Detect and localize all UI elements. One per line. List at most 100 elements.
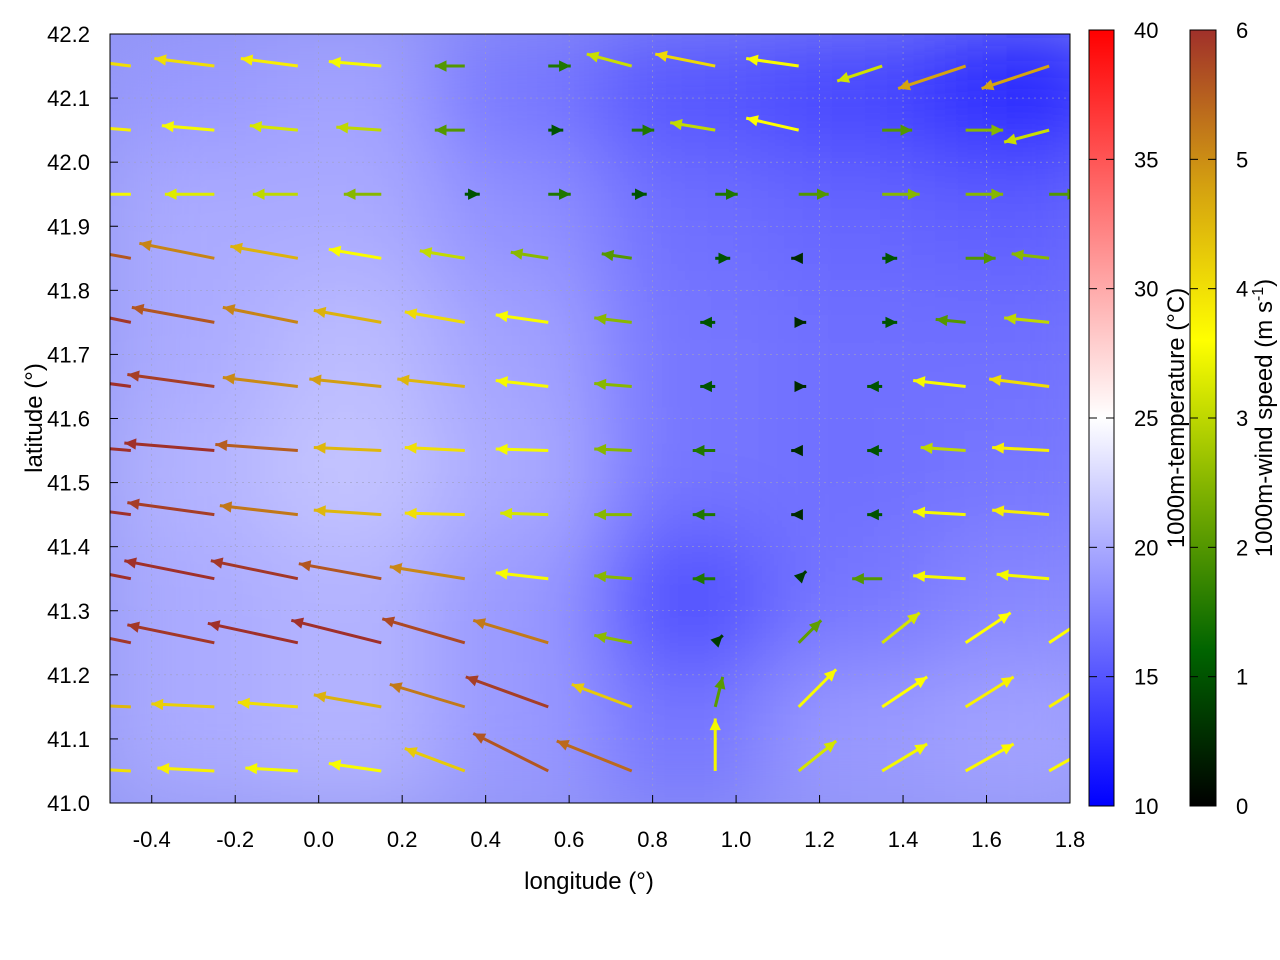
wind-arrow-shaft (290, 618, 382, 645)
wind-arrow (124, 557, 215, 581)
wind-arrow (389, 562, 466, 581)
wind-arrow (510, 248, 549, 260)
wind-arrow-head (1000, 676, 1014, 688)
wind-arrow (1048, 692, 1070, 709)
wind-arrow-shaft (210, 559, 299, 581)
wind-arrow (913, 570, 966, 583)
wind-arrow (548, 188, 571, 200)
grid (110, 34, 1070, 803)
wind-arrow (164, 188, 215, 200)
x-tick-label: 1.0 (721, 827, 752, 852)
wind-arrow (110, 316, 132, 324)
wind-arrow-head (131, 303, 145, 316)
wind-arrow-head (389, 562, 403, 575)
wind-arrow (881, 675, 929, 709)
wind-arrow-head (991, 124, 1004, 136)
wind-arrow-shaft (110, 768, 131, 773)
wind-arrow-head (559, 188, 571, 200)
wind-arrow (298, 560, 382, 581)
y-tick-label: 41.5 (47, 471, 90, 496)
wind-arrow (215, 439, 298, 453)
wind-arrow-head (867, 444, 879, 457)
wind-arrow (965, 124, 1004, 136)
wind-arrow (495, 443, 549, 456)
wind-arrow-shaft (110, 510, 132, 517)
wind-arrow-head (907, 188, 920, 200)
wind-arrow (935, 314, 966, 327)
wind-arrow (556, 739, 633, 773)
wind-arrow (495, 376, 549, 388)
wind-arrow-head (594, 313, 607, 325)
y-tick-label: 42.1 (47, 86, 90, 111)
temperature-cell (266, 536, 454, 685)
wind-arrow (964, 675, 1015, 709)
wind-arrow-head (885, 316, 898, 329)
wind-arrow-shaft (110, 704, 131, 709)
wind-arrow (601, 249, 632, 262)
wind-arrow (594, 378, 632, 391)
wind-arrow-head (700, 380, 712, 393)
wind-arrow (709, 718, 721, 771)
wind-arrow-head (434, 60, 447, 72)
wind-arrow-shaft (389, 565, 466, 581)
wind-arrow-head (210, 557, 224, 569)
wind-arrow-head (556, 740, 570, 751)
wind-arrow-shaft (110, 126, 131, 132)
wind-arrow-head (794, 316, 807, 329)
wind-arrow-head (465, 675, 479, 687)
wind-arrow (988, 374, 1050, 388)
x-tick-label: 0.0 (303, 827, 334, 852)
wind-arrow-head (692, 508, 705, 521)
wind-arrow-head (823, 669, 837, 682)
wind-arrow-head (989, 374, 1002, 387)
wind-arrow (700, 316, 716, 329)
wind-arrow-head (594, 508, 606, 521)
wind-arrow-head (127, 370, 140, 382)
wind-arrow (495, 568, 549, 581)
wind-arrow-shaft (110, 61, 132, 68)
wind-arrow-shaft (219, 504, 298, 517)
y-tick-label: 41.9 (47, 214, 90, 239)
wind-arrow (500, 507, 549, 520)
wind-arrow-head (473, 618, 487, 630)
wind-arrow-head (913, 570, 926, 583)
wind-arrow-head (157, 762, 170, 775)
wind-arrow (791, 444, 803, 457)
wind-arrow-head (746, 54, 759, 66)
wind-arrow (745, 115, 800, 132)
wind-arrow-head (1000, 743, 1014, 755)
wind-arrow-head (808, 620, 822, 633)
wind-arrow-head (74, 121, 86, 132)
temperature-cell (433, 664, 621, 803)
temperature-cell (110, 408, 287, 557)
wind-arrow-head (900, 124, 913, 136)
wind-arrow-shaft (472, 618, 549, 645)
wind-arrow (397, 374, 465, 388)
wind-arrow-head (336, 122, 349, 134)
plot-area: -0.4 -0.2 0.0 0.2 0.4 0.6 0.8 1.0 1.2 1.4 1.6 1.8 4… (21, 22, 1085, 895)
wind-arrow-head (867, 380, 879, 393)
wind-arrow-head (71, 763, 83, 774)
wind-arrow (472, 618, 549, 645)
wind-arrow-head (571, 683, 585, 694)
wind-arrow-shaft (131, 305, 215, 324)
wind-arrow (110, 382, 132, 388)
x-tick-label: 0.4 (470, 827, 501, 852)
wind-arrow-head (313, 691, 327, 703)
wind-arrow (328, 56, 382, 69)
wind-arrow-head (692, 573, 705, 585)
wind-arrow-head (642, 124, 655, 136)
wind-arrow (631, 124, 655, 136)
wind-arrow-shaft (127, 501, 215, 517)
wind-arrow-head (473, 733, 487, 744)
wind-arrow-head (746, 115, 759, 127)
wind-arrow (964, 611, 1012, 645)
wind-arrow-shaft (110, 252, 132, 260)
wind-arrow-shaft (110, 447, 131, 453)
wind-arrow-head (996, 569, 1009, 581)
wind-arrow-head (997, 612, 1011, 624)
wind-arrow (74, 121, 131, 132)
y-tick-label: 41.8 (47, 278, 90, 303)
wind-arrow-head (709, 718, 721, 731)
